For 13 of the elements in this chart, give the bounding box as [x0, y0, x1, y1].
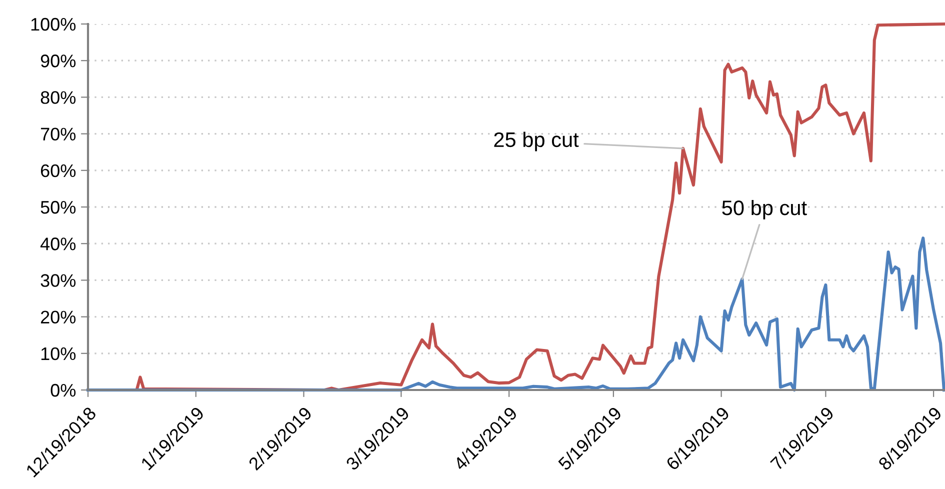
y-tick-label: 30% [40, 274, 76, 287]
y-tick-label: 90% [40, 54, 76, 68]
y-tick-label: 60% [40, 164, 76, 178]
annotation: 50 bp cut [722, 200, 807, 220]
y-tick-label: 40% [40, 238, 76, 250]
y-tick-label: 20% [40, 310, 76, 324]
y-tick-label: 80% [40, 91, 76, 104]
y-tick-label: 100% [31, 18, 76, 31]
annotation: 25 bp cut [494, 132, 579, 152]
y-tick-label: 10% [41, 347, 76, 360]
y-tick-label: 0% [50, 384, 76, 397]
y-tick-label: 50% [40, 200, 76, 214]
y-tick-label: 70% [40, 128, 76, 141]
